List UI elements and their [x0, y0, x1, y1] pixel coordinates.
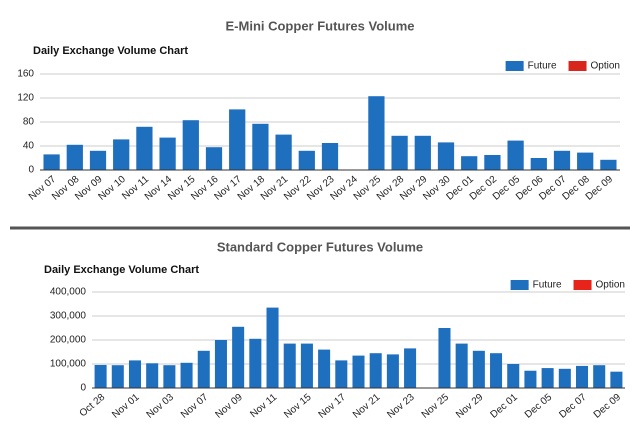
- bar: [414, 135, 431, 170]
- x-tick-label: Nov 23: [385, 392, 417, 421]
- y-tick-label: 120: [17, 93, 34, 104]
- y-tick-label: 0: [80, 383, 86, 394]
- bar: [575, 365, 589, 388]
- bar: [558, 368, 571, 388]
- bar: [128, 360, 142, 388]
- bar: [275, 134, 292, 170]
- bar: [593, 365, 606, 388]
- bar: [352, 355, 365, 388]
- bar: [553, 150, 571, 170]
- bar: [163, 365, 176, 388]
- x-tick-label: Nov 25: [420, 392, 452, 421]
- bar: [249, 338, 262, 388]
- bar: [182, 120, 199, 170]
- bar: [507, 364, 520, 388]
- chart-subtitle: Daily Exchange Volume Chart: [33, 45, 188, 57]
- bar: [369, 353, 382, 388]
- x-tick-label: Dec 09: [584, 174, 616, 203]
- x-tick-label: Nov 07: [179, 392, 211, 421]
- bar: [283, 343, 296, 388]
- bar: [524, 370, 537, 388]
- bar: [136, 126, 153, 170]
- bar: [472, 350, 485, 388]
- bar: [600, 159, 617, 170]
- bar: [66, 144, 83, 170]
- bar: [484, 155, 501, 170]
- bar: [266, 307, 279, 388]
- x-tick-label: Dec 05: [523, 392, 555, 421]
- x-tick-label: Nov 09: [213, 392, 245, 421]
- bar: [214, 340, 227, 388]
- bar: [252, 123, 269, 170]
- bar: [229, 109, 246, 170]
- x-tick-label: Nov 29: [454, 392, 486, 421]
- bar: [461, 156, 478, 170]
- chart-subtitle: Daily Exchange Volume Chart: [44, 264, 199, 276]
- bar: [89, 150, 107, 170]
- x-tick-label: Dec 07: [557, 392, 589, 421]
- legend-label: Option: [596, 280, 625, 291]
- bar: [386, 354, 399, 388]
- x-tick-label: Oct 28: [78, 392, 108, 420]
- bar: [298, 150, 315, 170]
- legend-swatch: [505, 61, 524, 71]
- bar: [404, 348, 417, 388]
- bar: [437, 142, 455, 170]
- y-tick-label: 160: [17, 69, 34, 80]
- y-tick-label: 80: [23, 117, 35, 128]
- y-tick-label: 40: [23, 141, 35, 152]
- y-tick-label: 0: [28, 165, 34, 176]
- bar: [111, 365, 124, 388]
- chart-title: E-Mini Copper Futures Volume: [226, 18, 415, 33]
- bar: [180, 362, 193, 388]
- bar: [159, 137, 176, 170]
- bar: [610, 371, 623, 388]
- y-tick-label: 300,000: [50, 311, 87, 322]
- bar: [318, 349, 331, 388]
- y-tick-label: 100,000: [50, 359, 87, 370]
- bar: [146, 363, 159, 388]
- bar: [530, 158, 547, 170]
- bar: [94, 364, 107, 388]
- bar: [490, 353, 503, 388]
- legend-label: Future: [528, 61, 557, 72]
- legend-swatch: [568, 61, 587, 71]
- legend-swatch: [510, 280, 529, 290]
- bar: [577, 152, 594, 170]
- bar: [113, 139, 130, 170]
- bar: [455, 343, 468, 388]
- x-tick-label: Nov 17: [317, 392, 349, 421]
- x-tick-label: Nov 01: [110, 392, 142, 421]
- bar: [205, 147, 223, 170]
- x-tick-label: Nov 03: [145, 392, 177, 421]
- bar: [368, 96, 385, 170]
- bar: [321, 143, 339, 170]
- bar: [541, 368, 554, 388]
- chart-title: Standard Copper Futures Volume: [217, 239, 423, 254]
- bar: [391, 135, 408, 170]
- legend-swatch: [573, 280, 592, 290]
- x-tick-label: Dec 01: [489, 392, 521, 421]
- bar: [43, 154, 60, 170]
- bar: [335, 360, 348, 388]
- x-tick-label: Nov 11: [248, 392, 279, 421]
- legend-label: Future: [533, 280, 562, 291]
- legend-label: Option: [591, 61, 620, 72]
- bar: [232, 326, 245, 388]
- bar: [300, 343, 313, 388]
- bar: [507, 140, 524, 170]
- x-tick-label: Nov 21: [351, 392, 383, 421]
- x-tick-label: Nov 15: [282, 392, 314, 421]
- y-tick-label: 400,000: [50, 287, 87, 298]
- bar: [197, 350, 210, 388]
- y-tick-label: 200,000: [50, 335, 87, 346]
- bar: [438, 328, 451, 388]
- x-tick-label: Dec 09: [592, 392, 624, 421]
